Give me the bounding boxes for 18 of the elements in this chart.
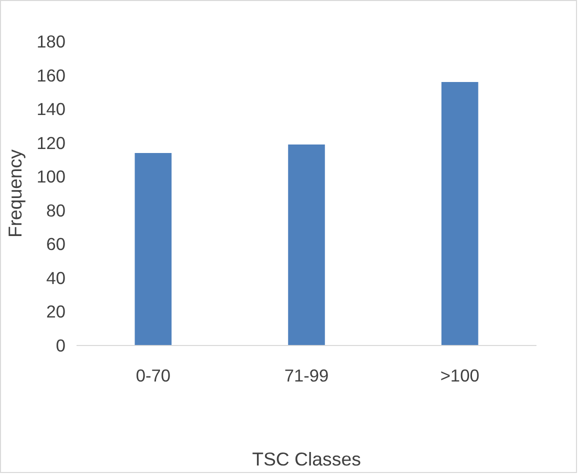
bar bbox=[134, 152, 172, 346]
y-tick-label: 180 bbox=[36, 32, 66, 52]
y-tick-label: 60 bbox=[46, 234, 66, 254]
y-tick-label: 160 bbox=[36, 65, 66, 86]
y-tick-label: 0 bbox=[56, 336, 66, 356]
y-axis-title: Frequency bbox=[4, 148, 26, 238]
x-axis-title: TSC Classes bbox=[252, 448, 361, 470]
bar bbox=[288, 144, 325, 346]
y-tick-label: 40 bbox=[46, 268, 66, 288]
y-tick-label: 120 bbox=[36, 132, 66, 153]
x-tick-label: 71-99 bbox=[284, 366, 329, 386]
bar bbox=[441, 82, 478, 346]
y-tick-label: 20 bbox=[46, 302, 66, 322]
x-tick-label: >100 bbox=[440, 366, 480, 386]
y-tick-label: 100 bbox=[36, 166, 66, 187]
y-tick-label: 80 bbox=[46, 200, 66, 220]
y-tick-label: 140 bbox=[36, 99, 66, 120]
x-tick-label: 0-70 bbox=[136, 366, 171, 386]
